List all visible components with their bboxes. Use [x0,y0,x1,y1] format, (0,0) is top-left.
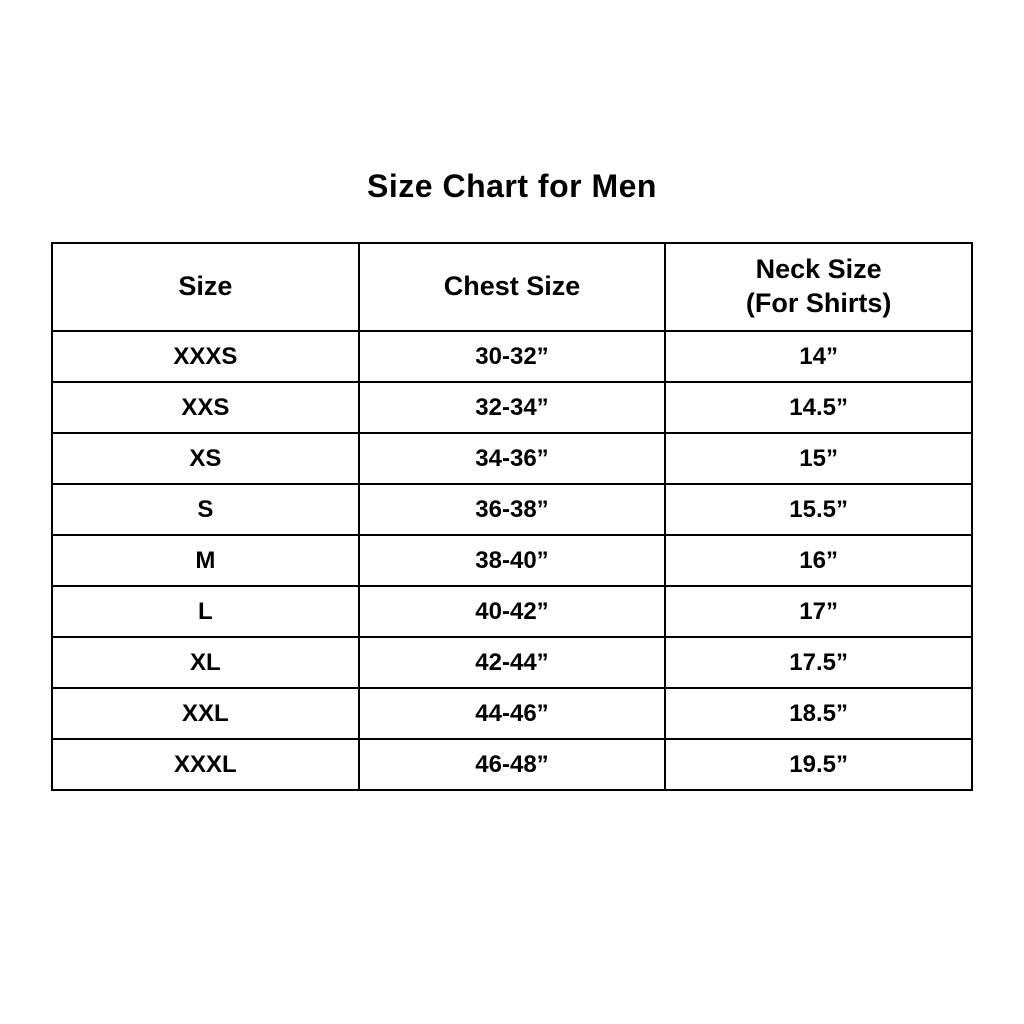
size-cell: XXL [51,687,360,740]
column-header-chest-size: Chest Size [357,242,667,332]
size-cell: XL [51,636,360,689]
table-row: XS 34-36” 15” [51,432,973,485]
size-cell: L [51,585,360,638]
neck-size-cell: 17.5” [664,636,973,689]
size-cell: XXS [51,381,360,434]
neck-size-cell: 14.5” [664,381,973,434]
chest-size-cell: 44-46” [357,687,667,740]
table-row: XXXL 46-48” 19.5” [51,738,973,791]
table-row: XXXS 30-32” 14” [51,330,973,383]
neck-size-label: Neck Size [755,254,882,285]
chest-size-cell: 30-32” [357,330,667,383]
table-row: XL 42-44” 17.5” [51,636,973,689]
size-chart-table: Size Chest Size Neck Size (For Shirts) X… [51,242,973,791]
page-title: Size Chart for Men [367,168,657,204]
table-row: S 36-38” 15.5” [51,483,973,536]
neck-size-cell: 19.5” [664,738,973,791]
size-cell: S [51,483,360,536]
column-header-neck-size: Neck Size (For Shirts) [664,242,973,332]
neck-size-cell: 18.5” [664,687,973,740]
size-cell: XXXL [51,738,360,791]
neck-size-cell: 15.5” [664,483,973,536]
table-row: XXL 44-46” 18.5” [51,687,973,740]
table-row: L 40-42” 17” [51,585,973,638]
neck-size-cell: 16” [664,534,973,587]
table-row: XXS 32-34” 14.5” [51,381,973,434]
size-cell: M [51,534,360,587]
chest-size-cell: 38-40” [357,534,667,587]
header-row: Size Chest Size Neck Size (For Shirts) [51,242,973,332]
size-cell: XXXS [51,330,360,383]
chest-size-cell: 46-48” [357,738,667,791]
size-cell: XS [51,432,360,485]
chest-size-cell: 34-36” [357,432,667,485]
chest-size-cell: 36-38” [357,483,667,536]
table-row: M 38-40” 16” [51,534,973,587]
column-header-size: Size [51,242,360,332]
neck-size-sublabel: (For Shirts) [745,288,892,318]
chest-size-cell: 40-42” [357,585,667,638]
chest-size-cell: 42-44” [357,636,667,689]
neck-size-cell: 17” [664,585,973,638]
chest-size-cell: 32-34” [357,381,667,434]
neck-size-cell: 14” [664,330,973,383]
neck-size-cell: 15” [664,432,973,485]
